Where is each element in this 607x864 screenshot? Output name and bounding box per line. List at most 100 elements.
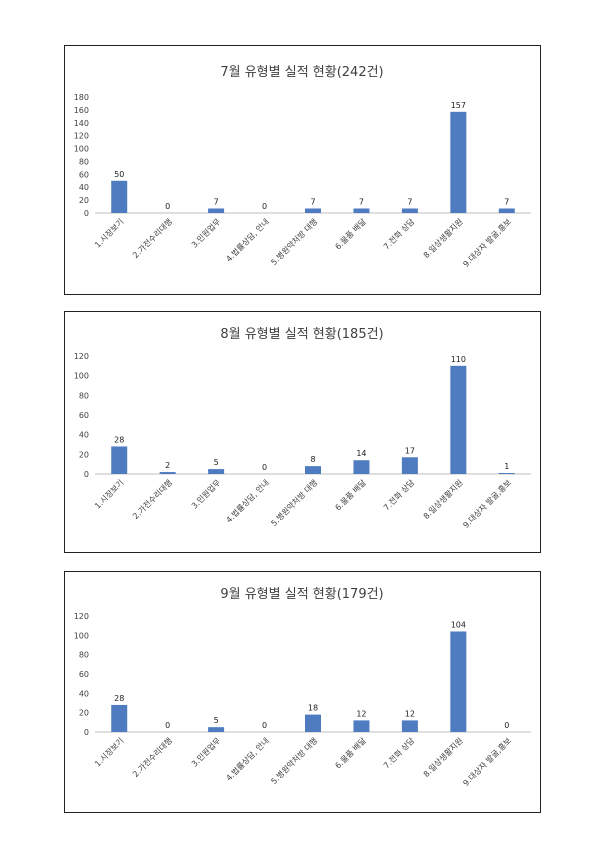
- data-label: 5: [214, 458, 219, 467]
- category-label: 8.일상생활지원: [421, 735, 465, 779]
- data-label: 104: [451, 620, 466, 629]
- category-label: 4.법률상담, 안내: [224, 477, 271, 524]
- y-tick-label: 80: [79, 651, 89, 660]
- bar: [305, 466, 321, 474]
- bar: [450, 631, 467, 732]
- y-tick-label: 100: [74, 145, 89, 154]
- chart-september: 9월 유형별 실적 현황(179건) 020406080100120281.시장…: [74, 587, 531, 788]
- bar: [208, 727, 225, 732]
- category-label: 3.민원업무: [189, 477, 222, 510]
- bar: [111, 446, 128, 474]
- data-label: 14: [356, 449, 366, 458]
- data-label: 8: [310, 455, 315, 464]
- y-tick-label: 140: [74, 119, 89, 128]
- category-label: 9.대상자 발굴,홍보: [461, 477, 514, 530]
- data-label: 1: [504, 462, 509, 471]
- chart-august: 8월 유형별 실적 현황(185건) 020406080100120281.시장…: [74, 327, 531, 530]
- data-label: 0: [262, 463, 267, 472]
- category-label: 6.물품 배달: [333, 736, 368, 771]
- y-tick-label: 80: [79, 157, 89, 166]
- y-tick-label: 20: [79, 196, 89, 205]
- y-tick-label: 100: [74, 372, 89, 381]
- data-label: 12: [405, 709, 415, 718]
- y-tick-label: 0: [84, 470, 89, 479]
- data-label: 2: [165, 461, 170, 470]
- bar: [450, 111, 467, 213]
- bar: [208, 469, 225, 474]
- category-label: 1.시장보기: [92, 735, 125, 768]
- y-tick-label: 60: [79, 411, 89, 420]
- bar: [353, 208, 370, 213]
- category-label: 2.가전수리대행: [130, 477, 174, 521]
- y-tick-label: 180: [74, 93, 89, 102]
- bar: [305, 714, 321, 732]
- category-label: 6.물품 배달: [333, 217, 368, 252]
- y-tick-label: 120: [74, 352, 89, 361]
- category-label: 5.병원약처방 대행: [269, 735, 320, 786]
- category-label: 5.병원약처방 대행: [269, 477, 320, 528]
- category-label: 1.시장보기: [92, 216, 125, 249]
- data-label: 7: [214, 197, 219, 206]
- chart-title: 8월 유형별 실적 현황(185건): [220, 327, 383, 342]
- category-label: 9.대상자 발굴,홍보: [461, 216, 514, 269]
- y-tick-label: 100: [74, 631, 89, 640]
- category-label: 5.병원약처방 대행: [269, 216, 320, 267]
- bar: [450, 365, 467, 474]
- y-tick-label: 40: [79, 183, 89, 192]
- y-tick-label: 0: [84, 728, 89, 737]
- category-label: 7.전화 상담: [381, 477, 417, 513]
- bar: [353, 720, 370, 732]
- y-tick-label: 120: [74, 132, 89, 141]
- category-label: 3.민원업무: [189, 735, 222, 768]
- bar: [111, 180, 128, 213]
- bar: [208, 208, 225, 213]
- y-tick-label: 60: [79, 670, 89, 679]
- y-tick-label: 160: [74, 106, 89, 115]
- category-label: 8.일상생활지원: [421, 477, 465, 521]
- category-label: 2.가전수리대행: [130, 735, 174, 779]
- chart-july: 7월 유형별 실적 현황(242건) 0 20 40 60 80 100 120 140 160…: [74, 65, 531, 269]
- bar: [111, 704, 128, 732]
- chart-title: 7월 유형별 실적 현황(242건): [220, 65, 383, 80]
- chart-panel-july: 7월 유형별 실적 현황(242건) 0 20 40 60 80 100 120 140 160…: [64, 45, 541, 295]
- y-tick-label: 0: [84, 209, 89, 218]
- y-tick-label: 120: [74, 612, 89, 621]
- category-label: 4.법률상담, 안내: [224, 216, 271, 263]
- bar: [401, 208, 418, 213]
- y-tick-label: 40: [79, 689, 89, 698]
- category-label: 4.법률상담, 안내: [224, 735, 271, 782]
- category-label: 9.대상자 발굴,홍보: [461, 735, 514, 788]
- category-label: 8.일상생활지원: [421, 216, 465, 260]
- data-label: 0: [165, 721, 170, 730]
- data-label: 17: [405, 446, 415, 455]
- category-label: 1.시장보기: [92, 477, 125, 510]
- chart-panel-august: 8월 유형별 실적 현황(185건) 0 20 40 60 80 100 120 28 1.시장…: [64, 311, 541, 553]
- y-tick-label: 60: [79, 170, 89, 179]
- category-label: 7.전화 상담: [381, 216, 417, 252]
- bar: [401, 457, 418, 474]
- category-label: 7.전화 상담: [381, 735, 417, 771]
- data-label: 0: [504, 721, 509, 730]
- data-label: 0: [262, 202, 267, 211]
- category-label: 2.가전수리대행: [130, 216, 174, 260]
- data-label: 157: [451, 101, 466, 110]
- data-label: 7: [359, 197, 364, 206]
- bar: [159, 472, 176, 474]
- bar: [498, 208, 515, 213]
- bar: [353, 460, 370, 474]
- bar: [305, 208, 321, 213]
- data-label: 0: [165, 202, 170, 211]
- data-label: 0: [262, 721, 267, 730]
- data-label: 7: [504, 197, 509, 206]
- data-label: 12: [356, 709, 366, 718]
- bar: [401, 720, 418, 732]
- category-label: 3.민원업무: [189, 216, 222, 249]
- data-label: 18: [308, 704, 318, 713]
- data-label: 5: [214, 716, 219, 725]
- y-tick-label: 20: [79, 450, 89, 459]
- data-label: 7: [310, 197, 315, 206]
- data-label: 28: [114, 435, 124, 444]
- y-tick-label: 20: [79, 709, 89, 718]
- category-label: 6.물품 배달: [333, 478, 368, 513]
- data-label: 50: [114, 170, 124, 179]
